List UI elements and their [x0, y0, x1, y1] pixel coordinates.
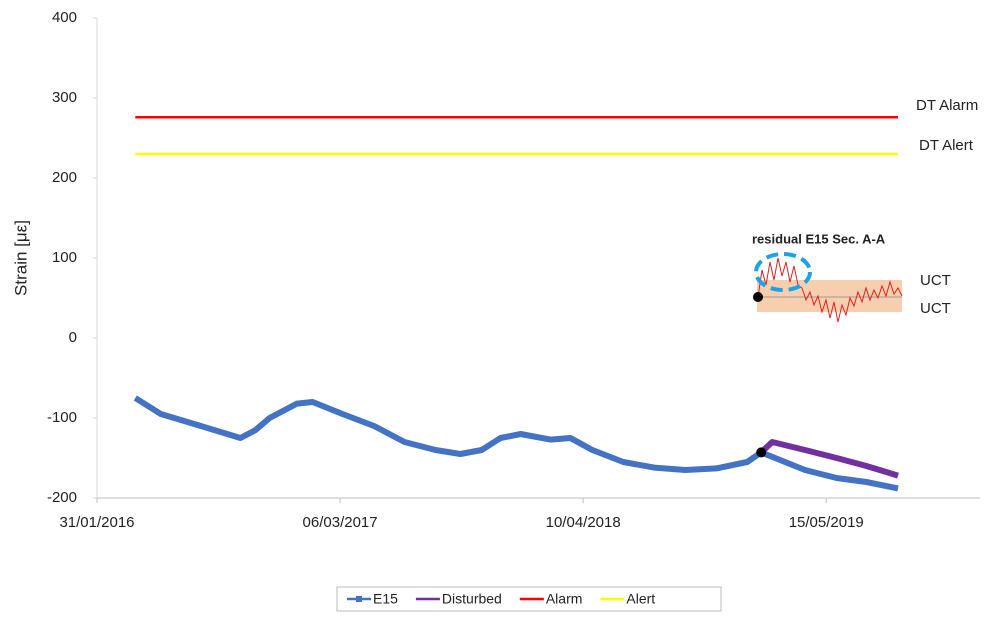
- annotation: UCT: [920, 272, 951, 289]
- annotation: DT Alert: [919, 137, 974, 154]
- y-tick-label: 100: [52, 249, 77, 266]
- series-line: [759, 439, 899, 479]
- y-tick-label: -200: [47, 489, 77, 506]
- y-axis-label: Strain [με]: [11, 220, 30, 296]
- y-tick-label: 0: [69, 329, 77, 346]
- x-tick-label: 06/03/2017: [303, 514, 378, 531]
- inset: [753, 252, 903, 323]
- marker-dot: [753, 292, 763, 302]
- x-tick-label: 10/04/2018: [546, 514, 621, 531]
- y-tick-label: 400: [52, 9, 77, 26]
- annotation: DT Alarm: [916, 97, 978, 114]
- marker-dot: [756, 447, 767, 458]
- y-tick-label: 300: [52, 89, 77, 106]
- legend-label: Alarm: [546, 591, 583, 607]
- highlight-ellipse: [754, 252, 812, 292]
- legend-label: Alert: [626, 591, 655, 607]
- legend-marker: [356, 596, 362, 602]
- x-tick-label: 31/01/2016: [59, 514, 134, 531]
- y-tick-label: -100: [47, 409, 77, 426]
- annotation: UCT: [920, 300, 951, 317]
- legend-label: E15: [373, 591, 398, 607]
- legend-label: Disturbed: [442, 591, 502, 607]
- x-tick-label: 15/05/2019: [789, 514, 864, 531]
- y-tick-label: 200: [52, 169, 77, 186]
- inset-line: [757, 257, 903, 323]
- inset-band: [757, 280, 902, 312]
- annotation: residual E15 Sec. A-A: [752, 231, 886, 246]
